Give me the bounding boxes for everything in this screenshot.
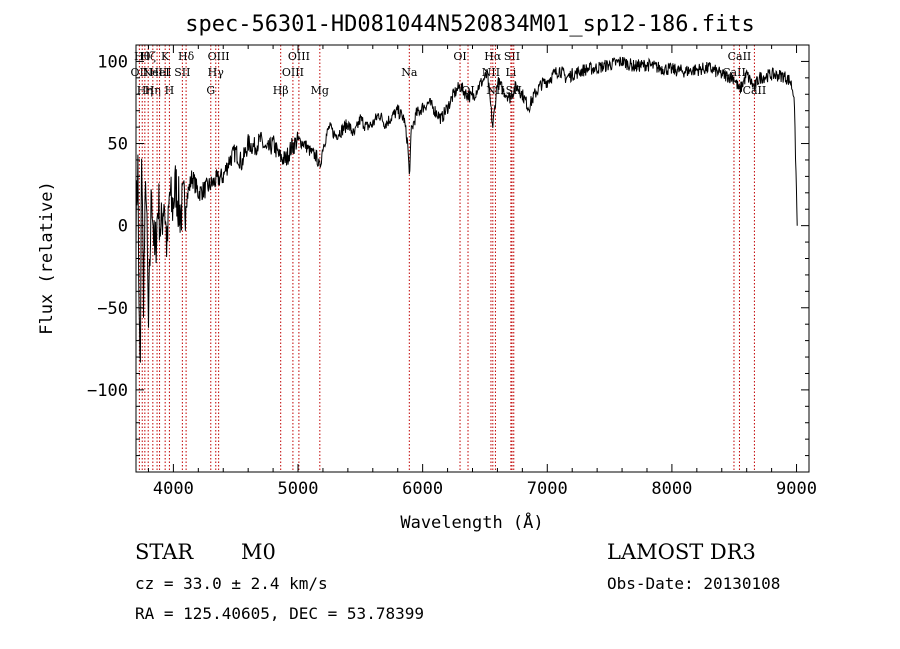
line-marker-label: SII (504, 50, 520, 63)
y-axis-label: Flux (relative) (37, 181, 57, 335)
spectrum-line (135, 56, 798, 363)
coordinates: RA = 125.40605, DEC = 53.78399 (135, 604, 424, 623)
survey-name: LAMOST DR3 (607, 540, 756, 564)
line-marker-label: OIII (208, 50, 230, 63)
y-tick-label: 100 (97, 52, 128, 72)
line-marker-label: OIII (288, 50, 310, 63)
line-marker-label: Hη (137, 84, 153, 97)
chart-title: spec-56301-HD081044N520834M01_sp12-186.f… (185, 12, 755, 37)
x-tick-label: 7000 (527, 479, 568, 499)
line-marker-label: Hζ (140, 50, 156, 63)
x-tick-label: 6000 (402, 479, 443, 499)
line-marker-label: HeI (149, 66, 169, 79)
line-marker-label: OIII (282, 66, 304, 79)
line-marker-label: CaII (722, 66, 746, 79)
line-marker-label: Hα (484, 50, 502, 63)
line-marker-label: K (161, 50, 170, 63)
line-marker-label: Hγ (208, 66, 225, 79)
line-marker-label: H (165, 84, 175, 97)
x-tick-label: 4000 (153, 479, 194, 499)
line-marker-label: Li (505, 66, 516, 79)
object-subclass: M0 (241, 540, 276, 564)
x-tick-label: 5000 (278, 479, 319, 499)
line-marker-label: NII (486, 84, 504, 97)
line-marker-label: Hβ (273, 84, 289, 97)
x-tick-label: 8000 (651, 479, 692, 499)
line-marker-label: OII (131, 66, 149, 79)
line-marker-label: OI (453, 50, 466, 63)
line-marker-label: G (206, 84, 215, 97)
line-marker-label: Na (401, 66, 418, 79)
line-marker-label: CaII (728, 50, 752, 63)
line-marker-label: CaII (743, 84, 767, 97)
spectrum-series (135, 56, 798, 363)
y-tick-label: 50 (108, 135, 128, 155)
y-tick-label: 0 (118, 217, 128, 237)
y-tick-label: −100 (87, 381, 128, 401)
axis-ticks: 4000 5000 6000 7000 8000 9000 −100 −50 0 50 100 (87, 44, 817, 499)
y-tick-label: −50 (97, 299, 128, 319)
obs-date: Obs-Date: 20130108 (607, 574, 780, 593)
line-marker-label: SII (174, 66, 190, 79)
line-marker-label: Mg (311, 84, 329, 97)
redshift-readout: cz = 33.0 ± 2.4 km/s (135, 574, 328, 593)
line-marker-label: NeIII (142, 66, 171, 79)
line-marker-label: Hδ (178, 50, 195, 63)
line-marker-label: Hθ (134, 50, 151, 63)
plot-frame (135, 44, 810, 473)
x-axis-label: Wavelength (Å) (400, 511, 543, 533)
object-class: STAR (135, 540, 194, 564)
line-marker-label: Hη (145, 84, 161, 97)
x-tick-label: 9000 (776, 479, 817, 499)
